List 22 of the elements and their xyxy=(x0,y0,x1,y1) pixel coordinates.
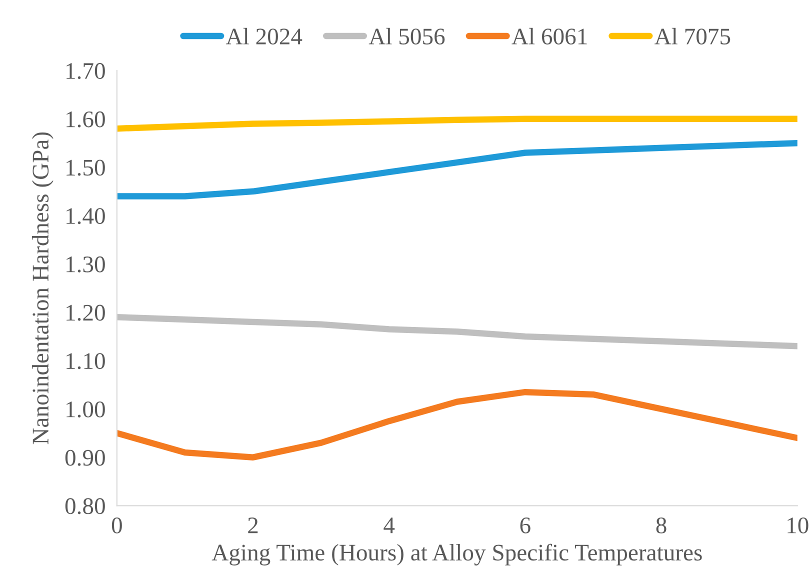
y-tick-label: 1.10 xyxy=(66,353,105,370)
x-tick-label: 6 xyxy=(520,518,530,534)
y-tick-label: 1.70 xyxy=(66,63,105,80)
y-tick-label: 1.30 xyxy=(66,256,105,272)
legend-label: Al 7075 xyxy=(654,28,730,45)
legend-label: Al 6061 xyxy=(512,28,587,45)
y-tick-label: 0.90 xyxy=(65,450,105,466)
x-axis-title: Aging Time (Hours) at Alloy Specific Temperatures xyxy=(212,544,702,566)
y-tick-label: 1.20 xyxy=(66,304,105,321)
x-tick-label: 2 xyxy=(248,518,258,534)
x-tick-label: 10 xyxy=(788,517,808,534)
y-tick-label: 0.80 xyxy=(65,498,105,514)
x-tick-label: 0 xyxy=(112,517,122,534)
y-tick-label: 1.00 xyxy=(66,401,105,418)
y-axis-title: Nanoindentation Hardness (GPa) xyxy=(32,132,54,444)
x-tick-label: 4 xyxy=(384,518,395,534)
legend-label: Al 2024 xyxy=(226,28,302,45)
x-tick-label: 8 xyxy=(656,517,666,534)
y-tick-label: 1.60 xyxy=(66,111,105,128)
y-tick-label: 1.50 xyxy=(66,160,105,176)
legend-label: Al 5056 xyxy=(368,28,445,45)
y-tick-label: 1.40 xyxy=(66,208,105,224)
